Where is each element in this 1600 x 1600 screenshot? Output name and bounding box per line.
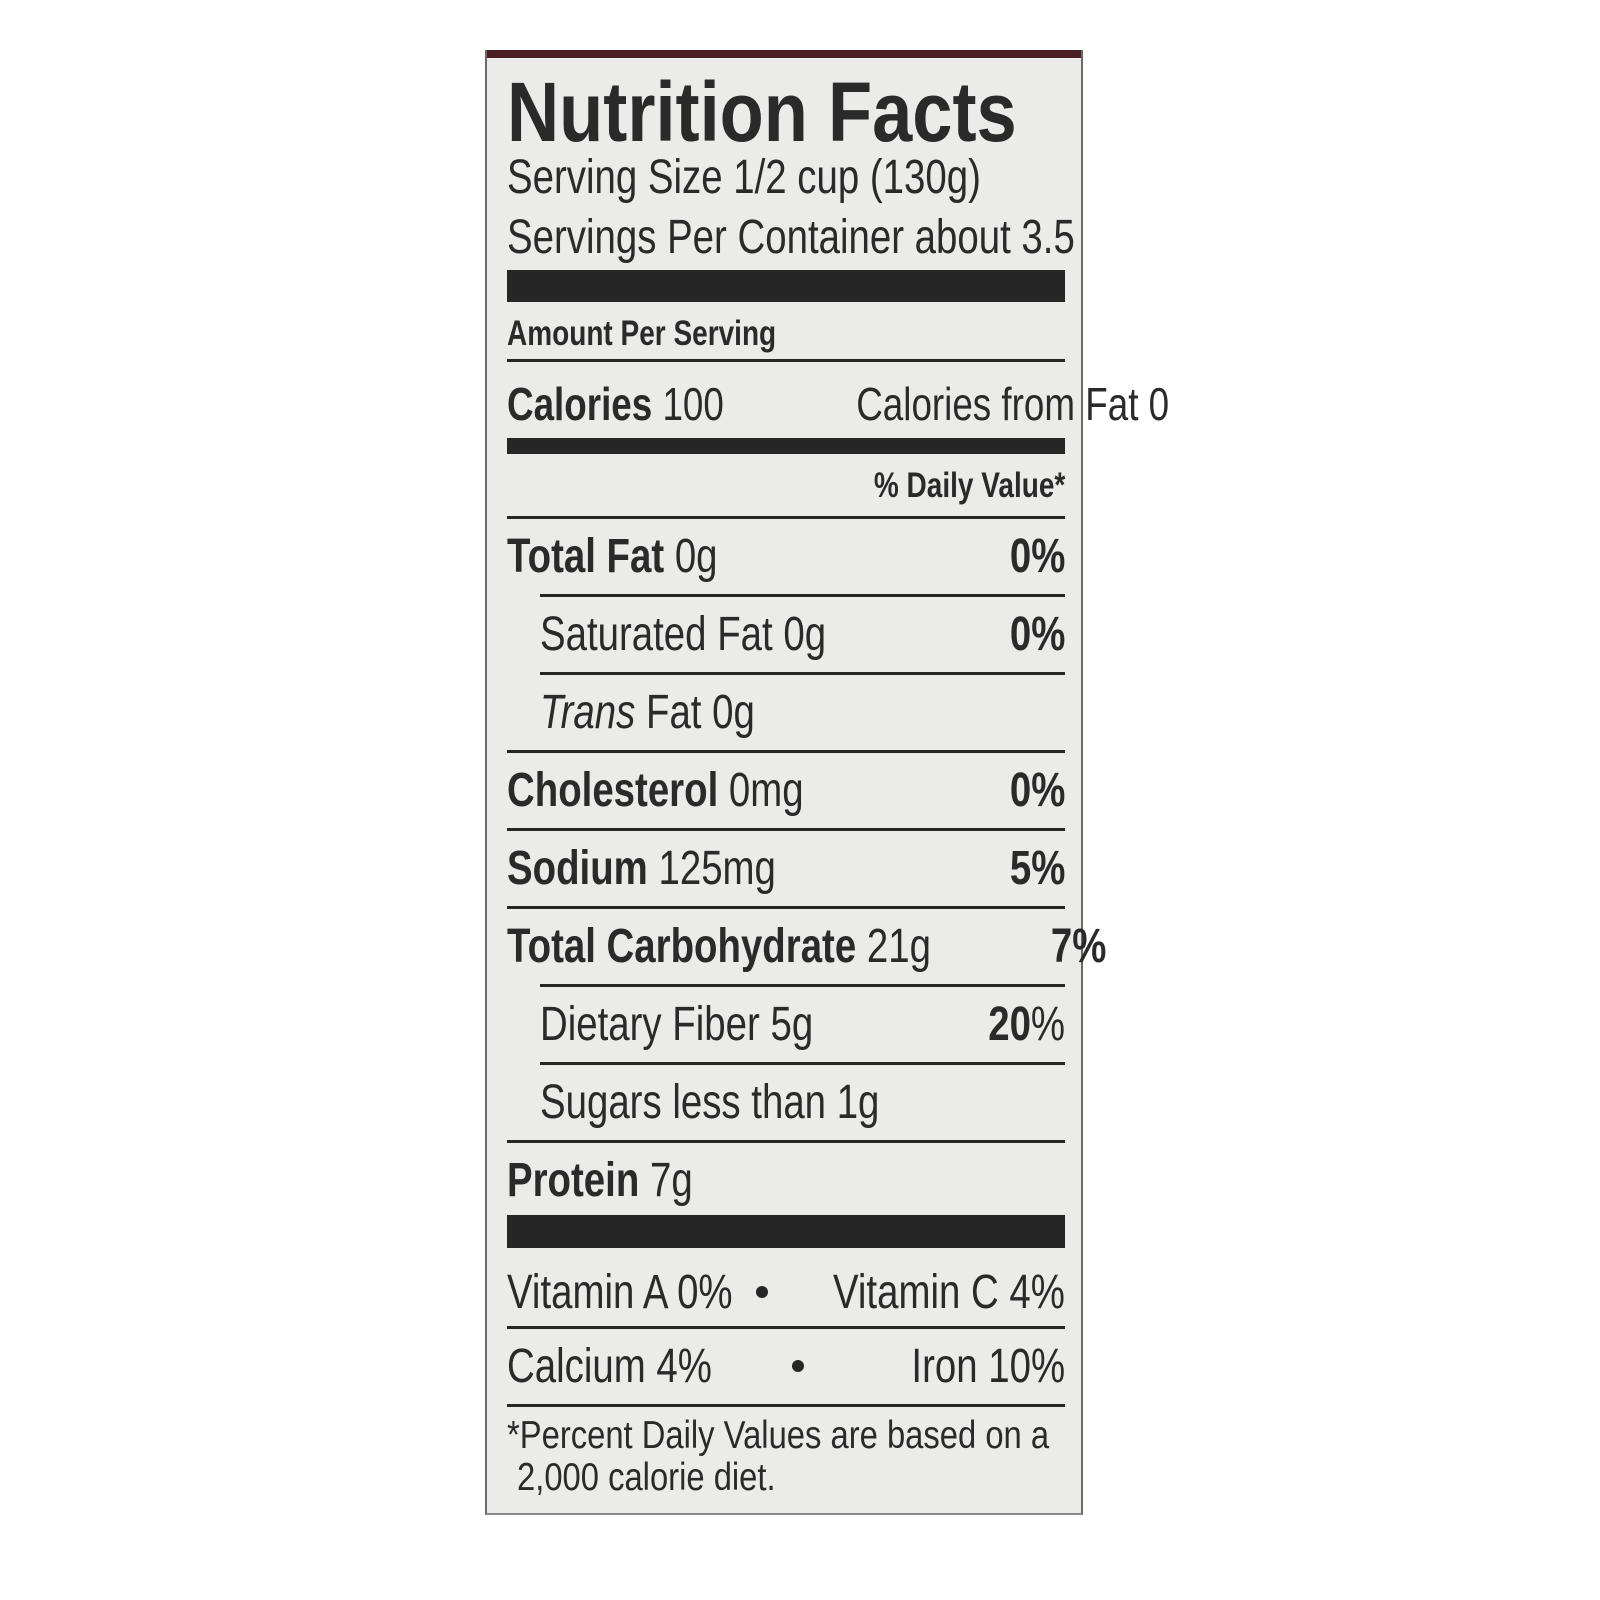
nutrient-amount: 0g	[783, 607, 827, 661]
nutrient-label: Trans	[540, 685, 636, 739]
thick-divider	[507, 1215, 1065, 1248]
divider	[540, 594, 1065, 597]
nutrient-amount: 0mg	[728, 763, 804, 817]
mineral-row: Calcium 4% Iron 10%	[507, 1338, 1065, 1394]
nutrient-row-sugars: Sugars less than 1g	[540, 1074, 1065, 1130]
bullet-icon	[791, 1360, 804, 1372]
divider	[507, 1140, 1065, 1143]
nutrient-dv: 7%	[1050, 919, 1107, 973]
divider	[540, 672, 1065, 675]
divider	[507, 750, 1065, 753]
amount-per-serving: Amount Per Serving	[507, 314, 777, 353]
divider	[507, 516, 1065, 519]
calories-value: 100	[662, 378, 724, 430]
thick-divider	[507, 270, 1065, 302]
nutrient-dv: 0%	[1009, 607, 1066, 661]
title-row: Nutrition Facts	[507, 65, 1065, 159]
footnote: *Percent Daily Values are based on a	[507, 1414, 1050, 1457]
divider	[540, 984, 1065, 987]
nutrient-row-dietary-fiber: Dietary Fiber 5g 20%	[540, 996, 1065, 1052]
nutrition-facts-label: Nutrition Facts Serving Size 1/2 cup (13…	[485, 50, 1169, 1515]
nutrient-amount: 7g	[649, 1153, 693, 1207]
divider	[507, 1404, 1065, 1407]
footnote-line-1: *Percent Daily Values are based on a	[507, 1414, 1065, 1458]
nutrient-label: Sugars less than 1g	[540, 1075, 880, 1129]
nutrient-dv-unit: %	[1030, 997, 1065, 1051]
title: Nutrition Facts	[507, 64, 1017, 159]
package-edge	[487, 50, 1081, 58]
daily-value-header-row: % Daily Value*	[507, 466, 1065, 506]
nutrient-label: Total Fat	[507, 529, 665, 583]
nutrient-row-total-carbohydrate: Total Carbohydrate 21g 7%	[507, 918, 1106, 974]
vitamin-c: Vitamin C 4%	[833, 1265, 1065, 1319]
nutrient-row-cholesterol: Cholesterol 0mg 0%	[507, 762, 1065, 818]
nutrient-label: Dietary Fiber	[540, 997, 760, 1051]
nutrient-label: Sodium	[507, 841, 648, 895]
calories-row: Calories 100 Calories from Fat 0	[507, 378, 1169, 430]
nutrient-dv: 5%	[1009, 841, 1066, 895]
iron: Iron 10%	[911, 1339, 1065, 1393]
amount-per-serving-row: Amount Per Serving	[507, 314, 1065, 354]
nutrient-label: Protein	[507, 1153, 640, 1207]
nutrient-dv: 0%	[1009, 529, 1066, 583]
nutrient-label: Cholesterol	[507, 763, 719, 817]
divider	[507, 359, 1065, 362]
divider	[507, 828, 1065, 831]
serving-size-row: Serving Size 1/2 cup (130g)	[507, 150, 1065, 204]
nutrient-dv: 20	[988, 997, 1031, 1051]
calcium: Calcium 4%	[507, 1339, 712, 1393]
nutrient-label: Total Carbohydrate	[507, 919, 857, 973]
divider	[540, 1062, 1065, 1065]
bullet-icon	[756, 1286, 769, 1298]
nutrient-label: Saturated Fat	[540, 607, 773, 661]
nutrient-row-sodium: Sodium 125mg 5%	[507, 840, 1065, 896]
nutrient-amount: 125mg	[658, 841, 776, 895]
serving-size: Serving Size 1/2 cup (130g)	[507, 150, 981, 204]
nutrient-amount: 21g	[866, 919, 931, 973]
vitamin-row: Vitamin A 0% Vitamin C 4%	[507, 1264, 1065, 1320]
calories-from-fat: Calories from Fat 0	[856, 378, 1170, 430]
nutrient-amount: 0g	[674, 529, 718, 583]
divider	[507, 1326, 1065, 1329]
nutrient-row-trans-fat: Trans Fat 0g	[540, 684, 1065, 740]
medium-divider	[507, 438, 1065, 454]
calories-label: Calories	[507, 378, 653, 430]
nutrient-amount: 5g	[770, 997, 814, 1051]
nutrient-amount: Fat 0g	[645, 685, 755, 739]
vitamin-a: Vitamin A 0%	[507, 1265, 733, 1319]
footnote-line-2: 2,000 calorie diet.	[517, 1456, 1065, 1500]
divider	[507, 906, 1065, 909]
nutrient-dv: 0%	[1009, 763, 1066, 817]
footnote: 2,000 calorie diet.	[517, 1456, 776, 1499]
nutrient-row-protein: Protein 7g	[507, 1152, 1065, 1208]
nutrient-row-saturated-fat: Saturated Fat 0g 0%	[540, 606, 1065, 662]
daily-value-header: % Daily Value*	[873, 466, 1065, 505]
nutrient-row-total-fat: Total Fat 0g 0%	[507, 528, 1065, 584]
servings-per-container-row: Servings Per Container about 3.5	[507, 210, 1075, 264]
servings-per-container: Servings Per Container about 3.5	[507, 210, 1075, 264]
